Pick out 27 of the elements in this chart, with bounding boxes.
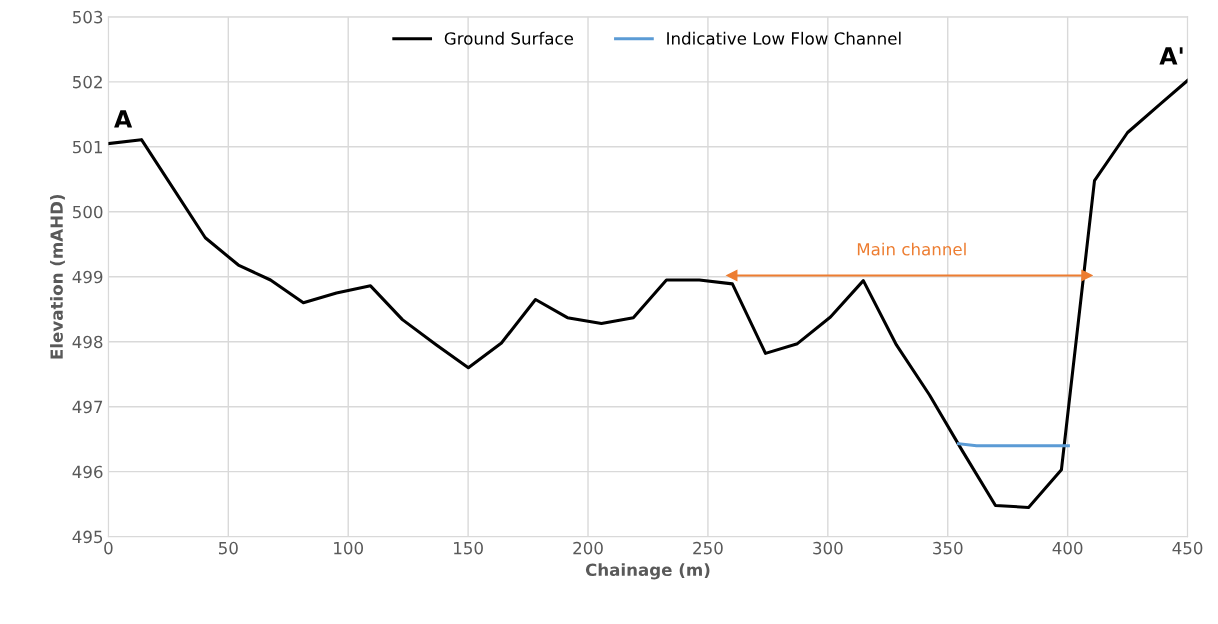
y-axis-title: Elevation (mAHD) [50,194,65,359]
y-tick-label: 503 [73,10,103,24]
y-tick-label: 500 [73,205,103,219]
x-tick-label: 100 [334,541,364,555]
y-tick-label: 497 [72,400,103,414]
line-series [108,78,1188,509]
y-tick-label: 502 [73,75,102,89]
x-tick-label: 200 [573,541,603,555]
x-axis-title: Chainage (m) [585,563,710,580]
y-tick-label: 498 [72,335,103,349]
x-tick-label: 400 [1052,541,1083,555]
x-tick-label: 350 [933,541,963,555]
y-tick-label: 499 [72,270,103,284]
legend-label: Ground Surface [444,31,574,45]
y-tick-label: 501 [73,140,102,154]
x-tick-label: 150 [454,541,483,555]
y-tick-label: 496 [72,465,103,479]
annotation: A' [1159,47,1183,65]
x-tick-label: 250 [693,541,723,555]
x-tick-label: 450 [1172,541,1203,555]
annotation: A [114,110,133,128]
y-tick-label: 495 [72,530,103,544]
x-tick-label: 0 [104,541,113,555]
annotation: Main channel [857,242,966,256]
legend-label: Indicative Low Flow Channel [667,31,901,45]
x-tick-label: 300 [813,541,843,555]
x-tick-label: 50 [218,541,238,555]
